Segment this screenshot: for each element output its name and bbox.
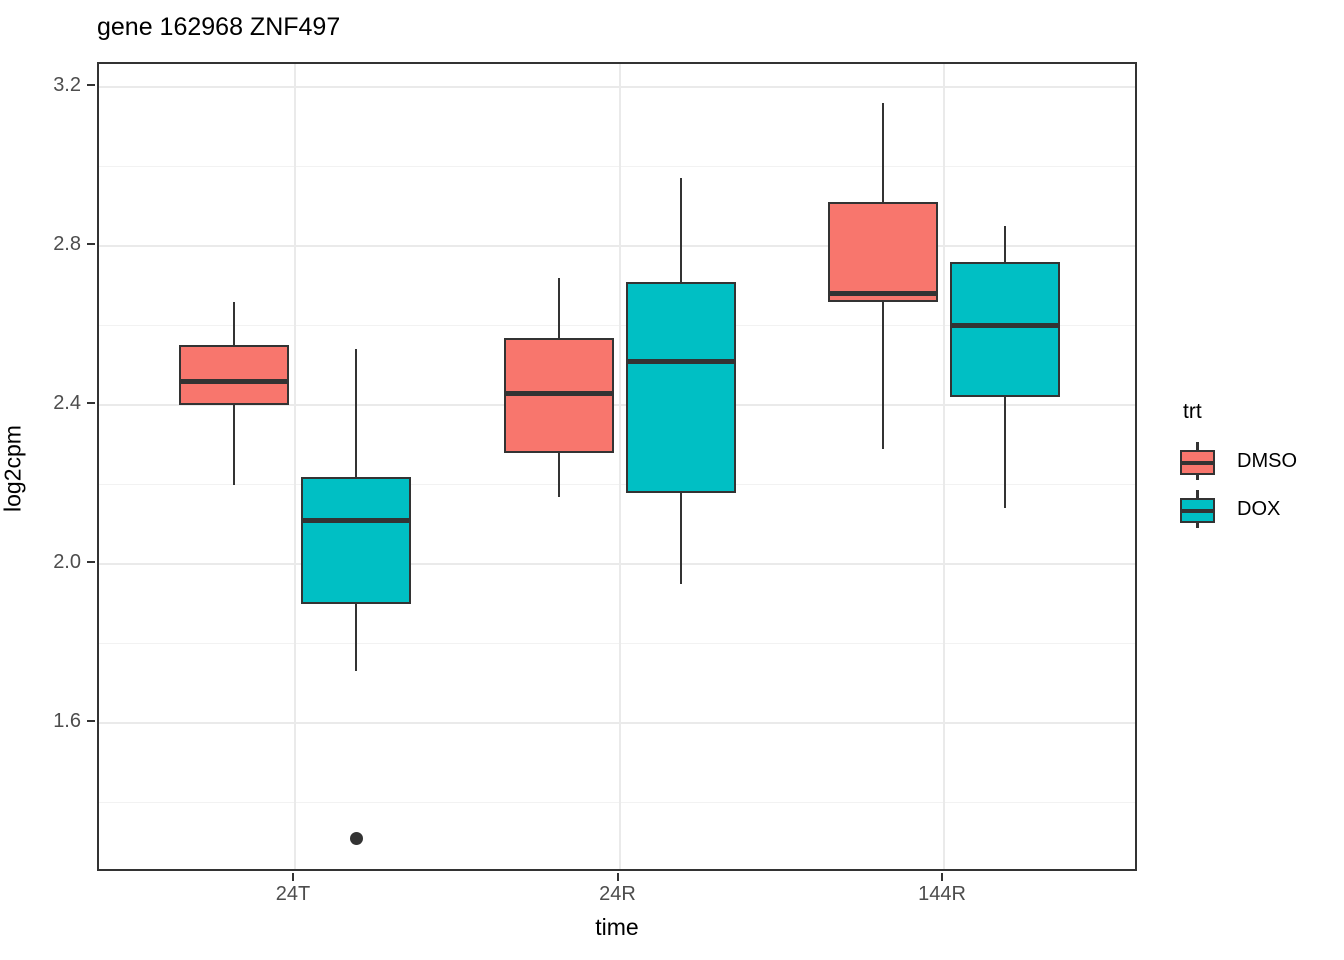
median-line: [828, 291, 938, 297]
x-tick-mark: [941, 873, 943, 881]
legend-item-dmso: DMSO: [1180, 442, 1340, 480]
gridline-major: [99, 86, 1135, 89]
gridline-major-vertical: [618, 64, 621, 869]
y-tick-label: 1.6: [53, 710, 81, 733]
gridline-major-vertical: [294, 64, 296, 869]
boxplot-box-dmso-144r: [828, 202, 938, 302]
outlier-point: [349, 831, 363, 845]
legend-item-dox: DOX: [1180, 490, 1340, 528]
gridline-minor: [99, 802, 1135, 804]
y-tick-label: 3.2: [53, 74, 81, 97]
boxplot-key-icon: [1180, 490, 1215, 528]
median-line: [301, 517, 411, 523]
gridline-minor: [99, 643, 1135, 645]
median-line: [179, 378, 289, 384]
gridline-major: [99, 722, 1135, 725]
x-tick-mark: [292, 873, 294, 881]
x-tick-label: 24T: [275, 883, 311, 905]
y-tick-mark: [87, 402, 95, 405]
gridline-major: [99, 563, 1135, 566]
y-tick-mark: [87, 84, 95, 87]
gridline-minor: [99, 325, 1135, 327]
y-tick-mark: [87, 243, 95, 246]
y-tick-mark: [87, 561, 95, 564]
y-axis-title: log2cpm: [0, 425, 26, 512]
x-tick-label: 24R: [599, 883, 636, 905]
y-tick-label: 2.8: [53, 233, 81, 256]
boxplot-box-dox-24r: [625, 281, 736, 493]
x-axis-title: time: [595, 914, 639, 940]
x-tick-label: 144R: [918, 883, 966, 905]
plot-panel: [97, 62, 1137, 871]
y-tick-mark: [87, 720, 95, 723]
key-median-line: [1180, 461, 1215, 465]
legend-title: trt: [1183, 400, 1202, 423]
gridline-major-vertical: [943, 64, 945, 869]
gridline-minor: [99, 166, 1135, 168]
y-tick-label: 2.4: [53, 392, 81, 415]
key-median-line: [1180, 509, 1215, 513]
median-line: [950, 323, 1060, 329]
x-tick-mark: [616, 873, 619, 881]
median-line: [625, 358, 736, 364]
median-line: [503, 390, 614, 396]
boxplot-box-dmso-24t: [179, 345, 289, 406]
y-tick-label: 2.0: [53, 551, 81, 574]
boxplot-box-dox-24t: [301, 476, 411, 604]
boxplot-key-icon: [1180, 442, 1215, 480]
legend-label: DOX: [1237, 497, 1281, 520]
boxplot-box-dox-144r: [950, 261, 1060, 398]
chart-title: gene 162968 ZNF497: [97, 13, 341, 41]
gridline-major: [99, 404, 1135, 407]
legend: trt DMSO DOX: [1180, 400, 1340, 538]
legend-label: DMSO: [1237, 449, 1297, 472]
gridline-major: [99, 245, 1135, 248]
gridline-minor: [99, 484, 1135, 486]
